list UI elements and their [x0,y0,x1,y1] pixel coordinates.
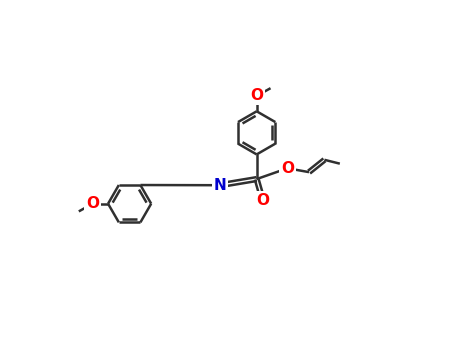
Text: O: O [256,193,269,208]
Text: N: N [213,178,226,193]
Text: O: O [86,196,99,211]
Text: O: O [250,89,263,103]
Text: O: O [281,161,294,176]
